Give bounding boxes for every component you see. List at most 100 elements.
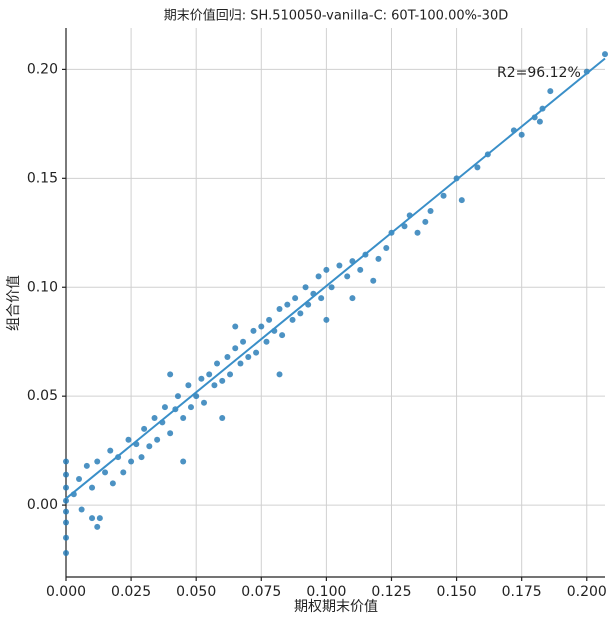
point <box>263 338 270 345</box>
point <box>167 371 174 378</box>
point <box>336 262 343 269</box>
point <box>146 443 153 450</box>
point <box>284 301 291 308</box>
point <box>279 332 286 339</box>
point <box>245 353 252 360</box>
point <box>151 414 158 421</box>
point <box>76 475 83 482</box>
point <box>219 377 226 384</box>
point <box>266 316 273 323</box>
point <box>96 515 103 522</box>
point <box>375 255 382 262</box>
point <box>167 430 174 437</box>
point <box>289 316 296 323</box>
x-axis-label: 期权期末价值 <box>294 599 378 615</box>
point <box>427 208 434 214</box>
point <box>63 534 69 541</box>
point <box>276 306 283 313</box>
point <box>240 338 247 345</box>
point <box>357 266 364 273</box>
point <box>63 458 69 465</box>
point <box>258 323 265 330</box>
y-tick-label: 0.15 <box>27 170 58 186</box>
y-tick-label: 0.10 <box>27 279 58 295</box>
point <box>161 404 168 411</box>
point <box>344 273 351 280</box>
y-tick-label: 0.05 <box>27 388 58 404</box>
point <box>602 51 608 58</box>
point <box>201 399 208 406</box>
point <box>302 284 309 291</box>
chart-title: 期末价值回归: SH.510050-vanilla-C: 60T-100.00%… <box>164 8 508 24</box>
fit-line <box>65 57 606 500</box>
point <box>154 436 161 443</box>
point <box>349 295 356 302</box>
point <box>370 277 377 284</box>
point <box>180 414 187 421</box>
x-tick-label: 0.025 <box>111 584 151 600</box>
point <box>89 484 96 491</box>
point <box>63 471 69 478</box>
point <box>141 425 148 432</box>
point <box>63 519 69 526</box>
point <box>323 316 330 323</box>
point <box>211 382 218 389</box>
x-tick-label: 0.100 <box>306 584 346 600</box>
point <box>224 353 231 360</box>
point <box>536 118 543 125</box>
x-tick-label: 0.050 <box>176 584 216 600</box>
point <box>63 484 69 491</box>
point <box>63 497 69 504</box>
x-tick-label: 0.125 <box>371 584 411 600</box>
x-tick-label: 0.150 <box>437 584 477 600</box>
point <box>401 223 408 230</box>
y-tick-label: 0.00 <box>27 497 58 513</box>
point <box>125 436 132 443</box>
point <box>63 508 69 515</box>
point <box>440 192 447 199</box>
point <box>253 349 260 356</box>
point <box>83 462 90 469</box>
point <box>297 310 304 317</box>
point <box>323 266 330 273</box>
point <box>232 323 239 330</box>
point <box>107 447 114 454</box>
point <box>109 480 116 487</box>
point <box>547 88 554 95</box>
annotation: R2=96.12% <box>497 65 581 81</box>
point <box>474 164 481 171</box>
point <box>180 458 187 465</box>
point <box>120 469 127 476</box>
point <box>89 515 96 522</box>
point <box>78 506 85 513</box>
point <box>318 295 325 302</box>
y-axis-label: 组合价值 <box>6 275 22 331</box>
point <box>94 458 101 465</box>
point <box>232 345 239 352</box>
point <box>198 375 205 382</box>
point <box>422 218 429 225</box>
point <box>174 393 181 400</box>
point <box>138 454 145 461</box>
x-tick-label: 0.000 <box>46 584 86 600</box>
x-tick-label: 0.200 <box>567 584 607 600</box>
point <box>94 523 101 530</box>
point <box>292 295 299 302</box>
point <box>458 197 465 204</box>
point <box>518 131 525 138</box>
point <box>250 327 257 334</box>
point <box>276 371 283 378</box>
point <box>206 371 213 378</box>
point <box>227 371 234 378</box>
x-tick-label: 0.075 <box>241 584 281 600</box>
x-tick-label: 0.175 <box>502 584 542 600</box>
point <box>414 229 421 236</box>
point <box>219 414 226 421</box>
y-tick-label: 0.20 <box>27 61 58 77</box>
point <box>237 360 244 367</box>
point <box>328 284 335 291</box>
point <box>383 245 390 252</box>
point <box>187 404 194 411</box>
point <box>63 550 69 557</box>
